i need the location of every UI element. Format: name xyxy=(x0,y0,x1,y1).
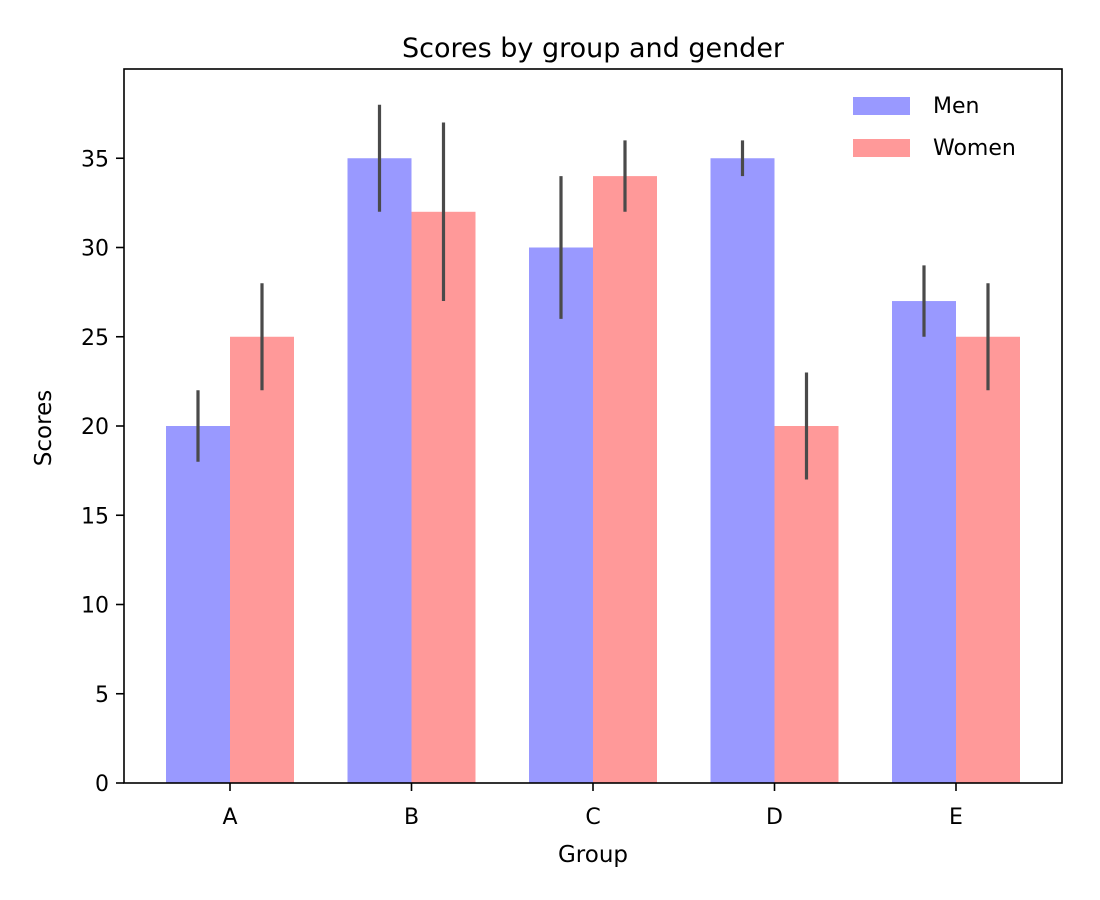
bars-layer xyxy=(166,158,1020,784)
y-axis-ticks: 0 5 10 15 20 25 30 35 xyxy=(81,147,124,797)
bar-women-d xyxy=(774,426,839,783)
legend-label-men: Men xyxy=(933,94,979,119)
y-tick-label: 0 xyxy=(95,772,109,797)
y-tick-label: 10 xyxy=(81,594,109,619)
x-axis-ticks: A B C D E xyxy=(222,783,963,830)
y-tick-label: 30 xyxy=(81,237,109,262)
y-tick-label: 20 xyxy=(81,415,109,440)
bar-men-e xyxy=(892,301,956,783)
y-tick-label: 5 xyxy=(95,683,109,708)
y-axis-label: Scores xyxy=(31,390,57,466)
bar-men-b xyxy=(347,158,412,783)
bar-men-a xyxy=(166,426,230,783)
x-tick-label: E xyxy=(949,805,963,830)
bar-women-c xyxy=(593,176,657,784)
y-tick-label: 25 xyxy=(81,326,109,351)
bar-women-e xyxy=(956,336,1020,783)
bar-men-c xyxy=(529,247,593,783)
bar-women-a xyxy=(230,336,294,783)
x-tick-label: D xyxy=(766,805,783,830)
legend-label-women: Women xyxy=(933,136,1016,161)
x-tick-label: C xyxy=(585,805,600,830)
legend-swatch-men xyxy=(853,97,910,115)
x-tick-label: A xyxy=(222,805,237,830)
y-tick-label: 15 xyxy=(81,504,109,529)
x-tick-label: B xyxy=(404,805,419,830)
chart-title: Scores by group and gender xyxy=(402,33,785,64)
bar-men-d xyxy=(710,158,775,783)
legend-swatch-women xyxy=(853,139,910,157)
x-axis-label: Group xyxy=(558,842,628,868)
legend: Men Women xyxy=(853,94,1016,161)
error-bars-layer xyxy=(196,104,990,480)
y-tick-label: 35 xyxy=(81,147,109,172)
bar-women-b xyxy=(411,211,476,784)
